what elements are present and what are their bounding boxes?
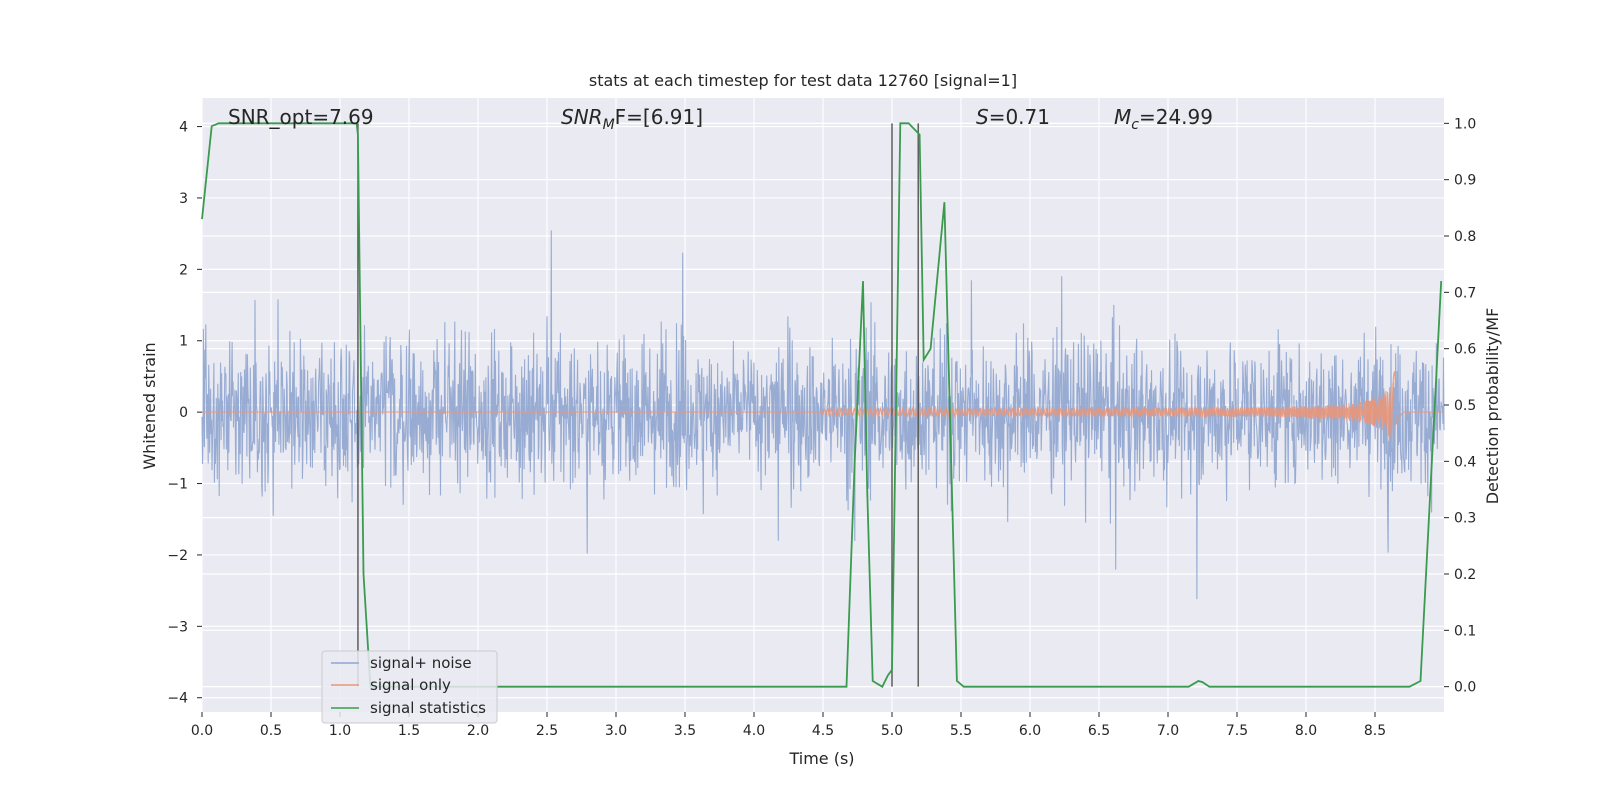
snr-mf-annotation: SNRMF=[6.91]: [561, 105, 703, 133]
y-tick-label: −3: [167, 619, 188, 635]
y-right-tick-label: 0.3: [1454, 511, 1476, 527]
mc-value: =24.99: [1139, 105, 1213, 129]
x-tick-label: 1.0: [329, 723, 351, 739]
y-tick-label: 2: [179, 262, 188, 278]
x-tick-label: 2.0: [467, 723, 489, 739]
y-right-tick-label: 0.6: [1454, 342, 1476, 358]
x-tick-label: 0.0: [191, 723, 213, 739]
y-right-tick-label: 0.4: [1454, 454, 1476, 470]
legend-label-stats: signal statistics: [370, 699, 486, 717]
legend-label-noise: signal+ noise: [370, 654, 472, 672]
x-tick-label: 8.5: [1364, 723, 1386, 739]
x-tick-label: 5.5: [950, 723, 972, 739]
y-tick-label: −4: [167, 691, 188, 707]
x-tick-label: 8.0: [1295, 723, 1317, 739]
y-tick-label: 3: [179, 191, 188, 207]
chart-title: stats at each timestep for test data 127…: [589, 71, 1017, 90]
legend-box: [321, 650, 498, 724]
snr-mf-value: F=[6.91]: [615, 105, 703, 129]
y-right-tick-label: 1.0: [1454, 116, 1476, 132]
mc-subscript: c: [1131, 117, 1139, 133]
signal-series-line: [202, 371, 1444, 442]
y-tick-label: −2: [167, 548, 188, 564]
y-tick-label: 1: [179, 334, 188, 350]
x-tick-label: 4.0: [743, 723, 765, 739]
stats-series-line: [201, 122, 1443, 688]
snr-mf-subscript: M: [603, 117, 615, 133]
y-right-tick-label: 0.7: [1454, 285, 1476, 301]
legend-label-signal: signal only: [370, 676, 451, 694]
y-right-tick-label: 0.9: [1454, 173, 1476, 189]
y-right-tick-label: 0.8: [1454, 229, 1476, 245]
snr-mf-symbol: SNR: [561, 105, 603, 129]
x-axis-label: Time (s): [788, 749, 854, 768]
legend: signal+ noise signal only signal statist…: [321, 650, 498, 724]
x-tick-label: 7.5: [1226, 723, 1248, 739]
x-tick-label: 0.5: [260, 723, 282, 739]
x-tick-label: 3.0: [605, 723, 627, 739]
y-right-tick-label: 0.2: [1454, 567, 1476, 583]
y-right-axis-label: Detection probability/MF: [1483, 308, 1502, 505]
x-tick-label: 3.5: [674, 723, 696, 739]
x-tick-label: 2.5: [536, 723, 558, 739]
y-tick-label: 4: [179, 120, 188, 136]
s-value: =0.71: [989, 105, 1050, 129]
y-tick-label: 0: [179, 405, 188, 421]
y-right-tick-label: 0.1: [1454, 623, 1476, 639]
y-right-tick-label: 0.5: [1454, 398, 1476, 414]
mc-symbol: M: [1114, 105, 1131, 129]
x-tick-label: 1.5: [398, 723, 420, 739]
x-tick-label: 4.5: [812, 723, 834, 739]
x-tick-label: 6.0: [1019, 723, 1041, 739]
snr-opt-annotation: SNR_opt=7.69: [228, 105, 374, 129]
noise-series-line: [201, 230, 1445, 600]
y-tick-label: −1: [167, 477, 188, 493]
x-tick-label: 7.0: [1157, 723, 1179, 739]
s-symbol: S: [976, 105, 989, 129]
x-tick-label: 6.5: [1088, 723, 1110, 739]
y-right-tick-label: 0.0: [1454, 680, 1476, 696]
x-tick-label: 5.0: [881, 723, 903, 739]
y-axis-label: Whitened strain: [140, 342, 159, 469]
mc-annotation: Mc=24.99: [1114, 105, 1213, 133]
s-annotation: S=0.71: [976, 105, 1050, 129]
